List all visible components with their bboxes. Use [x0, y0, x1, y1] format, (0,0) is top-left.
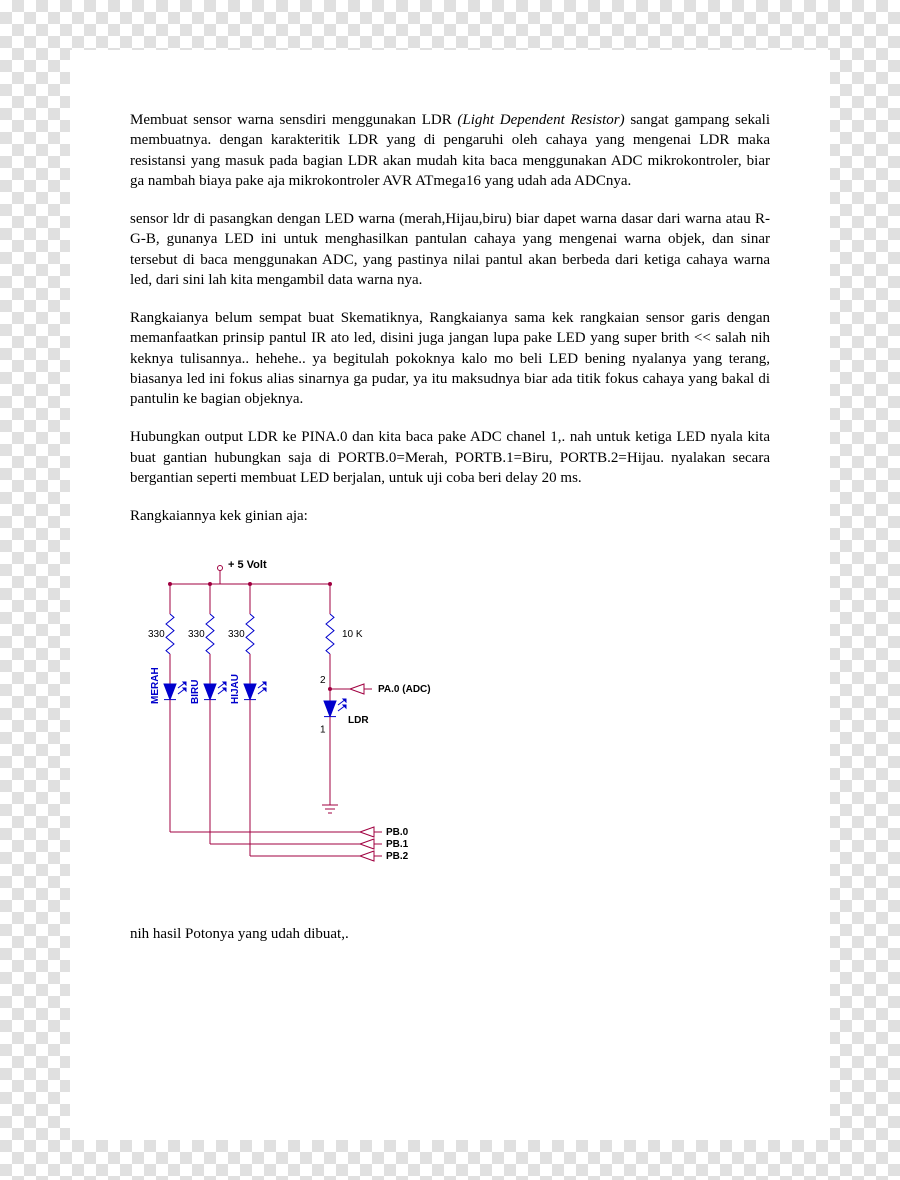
- svg-text:HIJAU: HIJAU: [230, 674, 241, 704]
- svg-text:PB.0: PB.0: [386, 827, 409, 838]
- p1-text-a: Membuat sensor warna sensdiri menggunaka…: [130, 112, 457, 128]
- svg-text:LDR: LDR: [348, 715, 369, 726]
- paragraph-5: Rangkaiannya kek ginian aja:: [130, 506, 770, 526]
- paragraph-1: Membuat sensor warna sensdiri menggunaka…: [130, 110, 770, 191]
- svg-text:PB.2: PB.2: [386, 851, 409, 862]
- paragraph-2: sensor ldr di pasangkan dengan LED warna…: [130, 209, 770, 290]
- svg-text:330: 330: [148, 629, 165, 640]
- svg-text:PB.1: PB.1: [386, 839, 409, 850]
- schematic-svg: + 5 Volt 330 MERAH PB.0 330 BIRU PB.1 330 HIJAU P…: [130, 544, 450, 884]
- svg-text:330: 330: [228, 629, 245, 640]
- circuit-schematic: + 5 Volt 330 MERAH PB.0 330 BIRU PB.1 330 HIJAU P…: [130, 544, 770, 884]
- svg-text:2: 2: [320, 675, 326, 686]
- paragraph-3: Rangkaianya belum sempat buat Skematikny…: [130, 308, 770, 409]
- paragraph-6: nih hasil Potonya yang udah dibuat,.: [130, 924, 770, 944]
- svg-text:MERAH: MERAH: [150, 668, 161, 705]
- p1-italic: (Light Dependent Resistor): [457, 112, 624, 128]
- svg-text:BIRU: BIRU: [190, 680, 201, 704]
- svg-text:10 K: 10 K: [342, 629, 363, 640]
- paragraph-4: Hubungkan output LDR ke PINA.0 dan kita …: [130, 427, 770, 488]
- svg-text:PA.0 (ADC): PA.0 (ADC): [378, 684, 431, 695]
- svg-text:330: 330: [188, 629, 205, 640]
- svg-text:1: 1: [320, 725, 326, 736]
- svg-text:+ 5 Volt: + 5 Volt: [228, 559, 267, 571]
- document-page: { "paragraphs": { "p1_a": "Membuat senso…: [70, 50, 830, 1140]
